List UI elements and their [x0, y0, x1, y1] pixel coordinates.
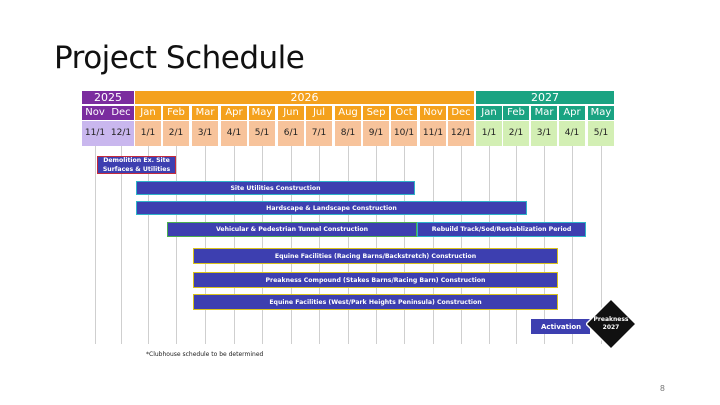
milestone-label-line2: 2027	[602, 324, 620, 331]
date-cell-feb-2027: 2/1	[503, 121, 529, 146]
grid-line	[516, 146, 517, 344]
grid-line	[572, 146, 573, 344]
month-header-jun-2026: Jun	[278, 106, 304, 120]
grid-line	[291, 146, 292, 344]
grid-line	[376, 146, 377, 344]
date-cell-dec-2026: 12/1	[448, 121, 474, 146]
task-bar-7: Preakness Compound (Stakes Barns/Racing …	[193, 272, 558, 288]
date-cell-mar-2026: 3/1	[192, 121, 218, 146]
task-bar-4: Vehicular & Pedestrian Tunnel Constructi…	[167, 222, 417, 237]
month-header-mar-2027: Mar	[531, 106, 557, 120]
date-cell-jan-2027: 1/1	[476, 121, 502, 146]
date-cell-aug-2026: 8/1	[335, 121, 361, 146]
date-cell-jan-2026: 1/1	[135, 121, 161, 146]
task-bar-3: Hardscape & Landscape Construction	[136, 201, 527, 215]
date-cell-nov-2026: 11/1	[420, 121, 446, 146]
date-cell-jul-2026: 7/1	[306, 121, 332, 146]
task-bar-1: Demolition Ex. Site Surfaces & Utilities	[97, 156, 176, 174]
date-cell-apr-2027: 4/1	[559, 121, 585, 146]
grid-line	[176, 146, 177, 344]
milestone-shape	[586, 299, 636, 349]
month-header-jan-2027: Jan	[476, 106, 502, 120]
page-title: Project Schedule	[54, 40, 305, 76]
year-header-2025: 2025	[82, 91, 134, 104]
month-header-feb-2026: Feb	[163, 106, 189, 120]
month-header-jan-2026: Jan	[135, 106, 161, 120]
month-header-nov-2026: Nov	[420, 106, 446, 120]
month-header-feb-2027: Feb	[503, 106, 529, 120]
grid-line	[544, 146, 545, 344]
date-cell-may-2027: 5/1	[588, 121, 614, 146]
month-header-aug-2026: Aug	[335, 106, 361, 120]
month-header-dec-2026: Dec	[448, 106, 474, 120]
month-header-jul-2026: Jul	[306, 106, 332, 120]
footnote: *Clubhouse schedule to be determined	[146, 351, 264, 358]
date-cell-feb-2026: 2/1	[163, 121, 189, 146]
month-header-apr-2027: Apr	[559, 106, 585, 120]
month-header-apr-2026: Apr	[221, 106, 247, 120]
grid-line	[95, 146, 96, 344]
date-cell-oct-2026: 10/1	[391, 121, 417, 146]
task-bar-5: Rebuild Track/Sod/Restablization Period	[417, 222, 586, 237]
date-cell-mar-2027: 3/1	[531, 121, 557, 146]
month-header-sep-2026: Sep	[363, 106, 389, 120]
year-header-2027: 2027	[476, 91, 614, 104]
date-cell-apr-2026: 4/1	[221, 121, 247, 146]
date-cell-jun-2026: 6/1	[278, 121, 304, 146]
grid-line	[433, 146, 434, 344]
grid-line	[489, 146, 490, 344]
task-bar-8: Equine Facilities (West/Park Heights Pen…	[193, 294, 558, 310]
task-bar-6: Equine Facilities (Racing Barns/Backstre…	[193, 248, 558, 264]
page-number: 8	[659, 384, 665, 393]
month-header-mar-2026: Mar	[192, 106, 218, 120]
month-header-dec-2025: Dec	[108, 106, 134, 120]
grid-line	[319, 146, 320, 344]
milestone-label-line1: Preakness	[593, 316, 629, 323]
date-cell-dec-2025: 12/1	[108, 121, 134, 146]
milestone-label: Preakness 2027	[586, 316, 636, 332]
grid-line	[262, 146, 263, 344]
task-bar-2: Site Utilities Construction	[136, 181, 415, 195]
grid-line	[404, 146, 405, 344]
grid-line	[461, 146, 462, 344]
month-header-oct-2026: Oct	[391, 106, 417, 120]
grid-line	[234, 146, 235, 344]
month-header-nov-2025: Nov	[82, 106, 108, 120]
milestone-diamond	[586, 299, 636, 349]
grid-line	[601, 146, 602, 344]
date-cell-sep-2026: 9/1	[363, 121, 389, 146]
year-header-2026: 2026	[135, 91, 474, 104]
grid-line	[205, 146, 206, 344]
date-cell-nov-2025: 11/1	[82, 121, 108, 146]
month-header-may-2026: May	[249, 106, 275, 120]
month-header-may-2027: May	[588, 106, 614, 120]
grid-line	[348, 146, 349, 344]
task-bar-9: Activation	[531, 319, 590, 334]
date-cell-may-2026: 5/1	[249, 121, 275, 146]
grid-line	[148, 146, 149, 344]
grid-line	[121, 146, 122, 344]
